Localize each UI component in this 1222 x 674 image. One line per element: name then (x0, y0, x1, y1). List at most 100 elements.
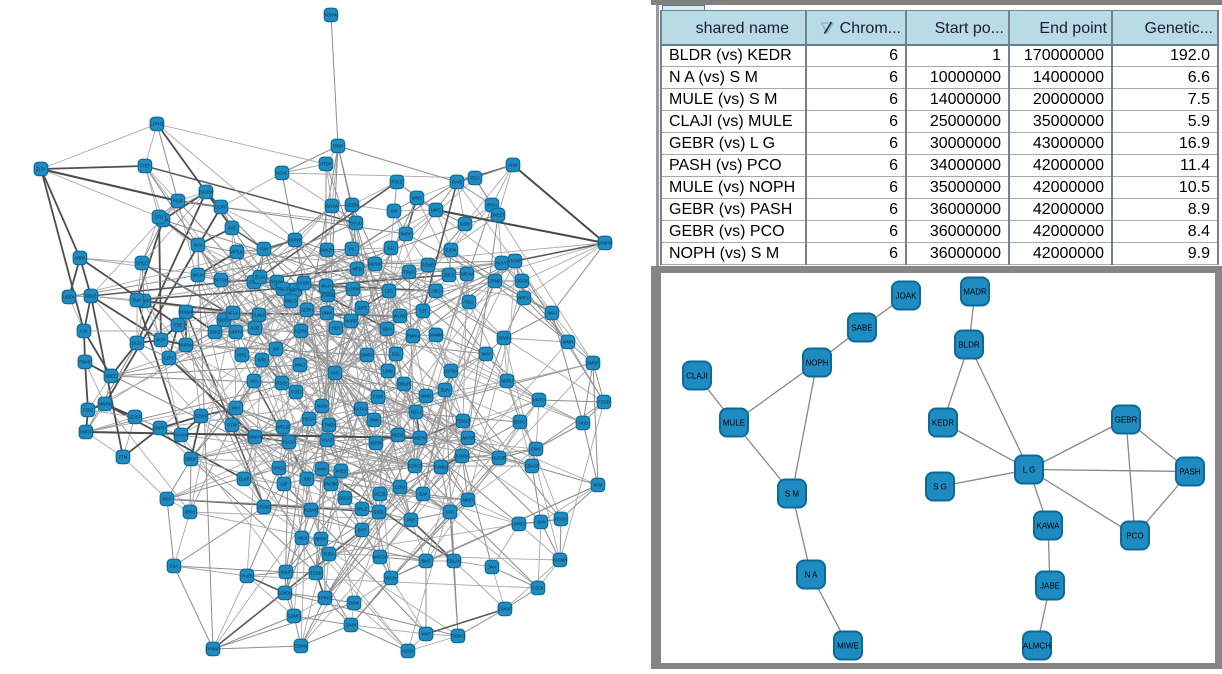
svg-text:NWH: NWH (317, 467, 327, 472)
svg-text:S G: S G (933, 483, 947, 492)
svg-text:OBDF: OBDF (185, 457, 197, 462)
svg-text:L G: L G (1023, 466, 1036, 475)
svg-text:DEZB: DEZB (374, 492, 385, 497)
svg-text:LGFMA: LGFMA (444, 369, 459, 374)
svg-text:SVUU: SVUU (350, 221, 362, 226)
svg-text:JDD: JDD (303, 477, 311, 482)
svg-text:JOFW: JOFW (370, 441, 382, 446)
svg-text:KJK: KJK (80, 329, 88, 334)
svg-text:NDRU: NDRU (501, 379, 513, 384)
svg-text:BRFC: BRFC (518, 296, 529, 301)
svg-text:KBAE: KBAE (85, 294, 96, 299)
svg-text:LZG: LZG (385, 289, 393, 294)
svg-text:SGL: SGL (392, 352, 401, 357)
svg-text:FOCB: FOCB (598, 400, 610, 405)
svg-text:VWT: VWT (421, 632, 431, 637)
svg-text:IIVZ: IIVZ (228, 226, 236, 231)
svg-text:MVI: MVI (232, 406, 239, 411)
svg-text:IBRH: IBRH (185, 510, 195, 515)
svg-text:FBDKG: FBDKG (451, 634, 465, 639)
svg-text:HLH: HLH (332, 326, 340, 331)
svg-text:SLNI: SLNI (193, 243, 202, 248)
svg-text:BLDR: BLDR (958, 341, 980, 350)
svg-text:FUMLU: FUMLU (434, 465, 448, 470)
svg-text:CLAJI: CLAJI (686, 372, 708, 381)
svg-text:ARPA: ARPA (74, 256, 85, 261)
svg-text:PUOF: PUOF (298, 281, 310, 286)
svg-text:RSZV: RSZV (276, 381, 287, 386)
svg-text:RPPF: RPPF (315, 537, 327, 542)
svg-text:NDDB: NDDB (392, 433, 404, 438)
svg-text:UGEK: UGEK (63, 295, 75, 300)
svg-text:KZHW: KZHW (295, 329, 307, 334)
svg-text:BFP: BFP (358, 528, 366, 533)
svg-text:AKLV: AKLV (297, 536, 308, 541)
svg-text:ZANVF: ZANVF (498, 607, 512, 612)
svg-text:TPRFZ: TPRFZ (318, 596, 332, 601)
svg-text:HWTF: HWTF (80, 430, 93, 435)
svg-text:ALMCH: ALMCH (1023, 642, 1051, 651)
svg-text:GZKDN: GZKDN (278, 591, 293, 596)
svg-text:GZWV: GZWV (195, 414, 208, 419)
svg-text:S M: S M (785, 490, 800, 499)
svg-text:GEBN: GEBN (346, 203, 358, 208)
svg-text:OGNP: OGNP (509, 259, 522, 264)
svg-text:IUJZ: IUJZ (251, 326, 260, 331)
svg-text:IROA: IROA (487, 203, 497, 208)
svg-text:MHCOO: MHCOO (372, 555, 389, 560)
svg-text:GUGIR: GUGIR (492, 456, 506, 461)
svg-text:VFUA: VFUA (227, 311, 238, 316)
svg-text:CSCK: CSCK (532, 586, 544, 591)
svg-text:KNTO: KNTO (533, 398, 545, 403)
svg-text:PZWD: PZWD (422, 263, 434, 268)
svg-text:NWEK: NWEK (99, 402, 112, 407)
svg-text:PCO: PCO (1126, 532, 1143, 541)
svg-text:WAH: WAH (321, 284, 331, 289)
svg-text:ZSKZ: ZSKZ (210, 330, 221, 335)
svg-text:CPOKD: CPOKD (257, 505, 272, 510)
svg-text:KLBHO: KLBHO (304, 508, 319, 513)
svg-text:ZCJA: ZCJA (255, 275, 266, 280)
svg-text:JNW: JNW (369, 418, 378, 423)
svg-text:UUV: UUV (537, 520, 546, 525)
svg-text:OAIG: OAIG (452, 180, 462, 185)
svg-text:TTWZN: TTWZN (322, 423, 337, 428)
svg-text:AOI: AOI (250, 379, 257, 384)
svg-text:GGUZ: GGUZ (339, 496, 352, 501)
svg-text:EUN: EUN (441, 388, 450, 393)
svg-text:ISBH: ISBH (333, 144, 343, 149)
svg-text:KZFC: KZFC (164, 356, 175, 361)
svg-text:BIOOI: BIOOI (218, 318, 230, 323)
svg-text:ZODD: ZODD (310, 571, 322, 576)
svg-text:BFTGH: BFTGH (214, 278, 228, 283)
svg-text:DLZV: DLZV (132, 341, 143, 346)
svg-text:ODPB: ODPB (516, 279, 528, 284)
svg-text:UMW: UMW (322, 311, 333, 316)
svg-text:DNTP: DNTP (154, 426, 166, 431)
svg-text:SMDP: SMDP (587, 361, 599, 366)
svg-text:WLWE: WLWE (394, 314, 407, 319)
svg-text:FTFP: FTFP (373, 395, 384, 400)
svg-text:NOM: NOM (317, 404, 327, 409)
svg-text:UBW: UBW (383, 369, 393, 374)
svg-text:UOHV: UOHV (230, 330, 242, 335)
svg-text:EDMW: EDMW (294, 644, 307, 649)
svg-text:FVCZ: FVCZ (392, 180, 403, 185)
svg-text:PGR: PGR (156, 338, 165, 343)
svg-text:KEDR: KEDR (932, 419, 954, 428)
svg-text:MADR: MADR (963, 288, 987, 297)
svg-text:KRG: KRG (237, 353, 246, 358)
svg-text:JINMM: JINMM (429, 333, 443, 338)
svg-text:JOAK: JOAK (896, 292, 918, 301)
svg-text:FFR: FFR (446, 510, 454, 515)
svg-text:OOW: OOW (349, 601, 360, 606)
svg-text:GDMG: GDMG (287, 614, 300, 619)
svg-text:KVFKV: KVFKV (354, 407, 368, 412)
svg-text:NFNPM: NFNPM (598, 241, 613, 246)
svg-text:EJOK: EJOK (446, 248, 457, 253)
svg-text:SIP: SIP (273, 347, 280, 352)
svg-text:TDARW: TDARW (198, 190, 213, 195)
svg-text:DNOBC: DNOBC (323, 482, 338, 487)
svg-text:NARD: NARD (345, 319, 357, 324)
svg-text:ZRME: ZRME (489, 279, 501, 284)
